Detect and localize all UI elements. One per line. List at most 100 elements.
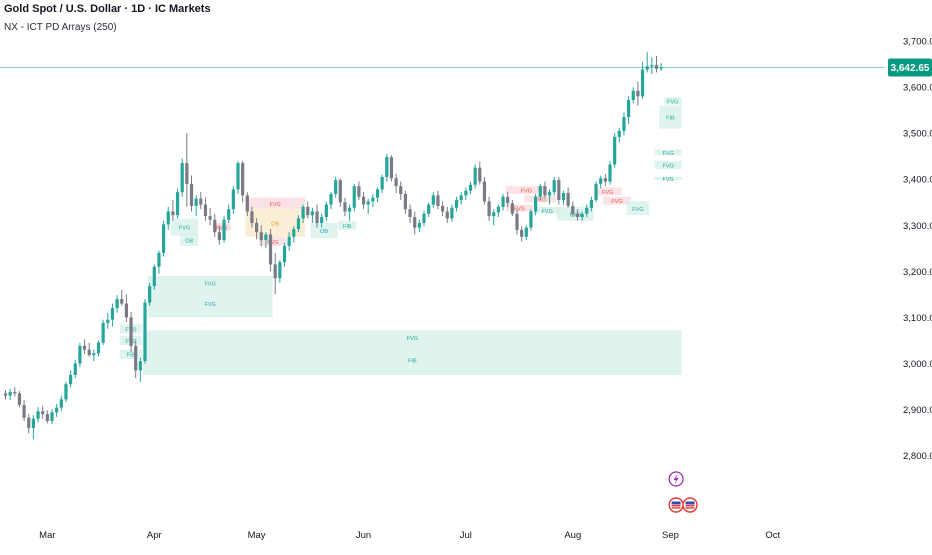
candle-body bbox=[417, 222, 421, 228]
candle-body bbox=[148, 286, 152, 303]
candle-body bbox=[213, 219, 217, 233]
zone-label: FIB bbox=[408, 358, 417, 364]
candle-body bbox=[561, 193, 566, 200]
zone-label: FIB bbox=[343, 224, 352, 230]
candle-body bbox=[613, 136, 617, 165]
candle-body bbox=[175, 192, 180, 216]
candle-body bbox=[36, 411, 40, 419]
price-tag bbox=[888, 58, 932, 77]
candle-body bbox=[599, 178, 603, 184]
candle-body bbox=[659, 67, 663, 69]
candle-body bbox=[389, 157, 394, 179]
candle-body bbox=[96, 342, 101, 354]
candles bbox=[3, 52, 663, 440]
zone-label: FVG bbox=[542, 209, 553, 215]
candle-body bbox=[371, 197, 375, 202]
candle-body bbox=[631, 90, 635, 101]
zone-label: FVG bbox=[204, 302, 215, 308]
y-tick-label: 3,000.00 bbox=[903, 359, 932, 370]
zone-label: FVG bbox=[602, 190, 613, 196]
y-tick-label: 3,500.00 bbox=[903, 129, 932, 140]
candle-body bbox=[78, 345, 82, 364]
candle-body bbox=[301, 206, 305, 219]
y-tick-label: 2,800.00 bbox=[903, 451, 932, 462]
candle-body bbox=[464, 190, 468, 196]
x-tick-label: Mar bbox=[39, 530, 55, 541]
zone-fvg_bull bbox=[654, 149, 682, 156]
candle-body bbox=[394, 178, 398, 187]
zone-fvg_bull bbox=[338, 220, 357, 230]
event-markers bbox=[668, 471, 698, 513]
candle-body bbox=[547, 192, 552, 196]
zone-label: FVG bbox=[667, 99, 678, 105]
flag-stripe bbox=[671, 505, 681, 507]
candle-body bbox=[459, 195, 463, 200]
candle-body bbox=[627, 100, 631, 118]
candle-body bbox=[64, 384, 68, 400]
candle-body bbox=[408, 209, 412, 218]
zone-fvg_bull bbox=[119, 349, 143, 359]
y-tick-label: 3,300.00 bbox=[903, 221, 932, 232]
indicator-label[interactable]: NX - ICT PD Arrays (250) bbox=[4, 22, 117, 33]
price-tag-label: 3,642.65 bbox=[891, 63, 930, 74]
candle-body bbox=[329, 193, 333, 205]
flag-stripe bbox=[685, 507, 695, 509]
candle-body bbox=[361, 196, 366, 205]
candle-body bbox=[413, 217, 417, 228]
candle-body bbox=[287, 236, 291, 247]
candle-body bbox=[222, 219, 226, 241]
candle-body bbox=[45, 414, 49, 422]
candle-body bbox=[357, 186, 361, 197]
candle-body bbox=[436, 195, 440, 206]
flag-canton bbox=[685, 501, 695, 505]
zone-fvg_bull bbox=[170, 218, 199, 236]
candle-body bbox=[138, 361, 142, 371]
candle-body bbox=[450, 207, 454, 219]
candle-body bbox=[380, 176, 384, 190]
zone-fvg_bull bbox=[143, 345, 682, 375]
candle-body bbox=[55, 407, 59, 413]
zone-fvg_bear bbox=[245, 197, 306, 210]
candle-body bbox=[529, 211, 533, 228]
lightning-glyph bbox=[673, 474, 679, 484]
candle-body bbox=[264, 234, 268, 241]
candle-body bbox=[268, 234, 273, 265]
candle-body bbox=[166, 211, 170, 225]
candle-body bbox=[292, 228, 296, 237]
zone-fvg_bull bbox=[659, 105, 682, 129]
candle-body bbox=[650, 65, 654, 67]
zone-label: FVG bbox=[662, 151, 673, 157]
candle-body bbox=[640, 69, 645, 97]
x-tick-label: May bbox=[248, 530, 266, 541]
candle-body bbox=[171, 211, 175, 216]
candle-body bbox=[203, 204, 208, 217]
candle-body bbox=[194, 198, 198, 206]
candle-body bbox=[217, 232, 221, 241]
candle-body bbox=[603, 178, 607, 182]
candle-body bbox=[296, 218, 301, 229]
candle-body bbox=[492, 212, 496, 217]
candle-body bbox=[403, 193, 407, 210]
y-tick-label: 3,200.00 bbox=[903, 267, 932, 278]
zone-label: OB bbox=[185, 238, 193, 244]
zone-label: FVG bbox=[632, 207, 643, 213]
candle-body bbox=[654, 65, 659, 69]
candle-body bbox=[622, 117, 626, 131]
zone-fvg_bull bbox=[654, 160, 682, 170]
candle-body bbox=[473, 167, 477, 185]
y-tick-label: 3,100.00 bbox=[903, 313, 932, 324]
zone-fvg_bear bbox=[594, 187, 622, 196]
chart-title: Gold Spot / U.S. Dollar · 1D · IC Market… bbox=[4, 3, 211, 15]
zone-fvg_bull bbox=[180, 233, 199, 247]
candle-body bbox=[306, 206, 310, 216]
zone-fvg_bull bbox=[654, 176, 682, 181]
zone-fvg_bull bbox=[556, 206, 594, 221]
candle-body bbox=[320, 217, 324, 223]
candle-body bbox=[520, 229, 524, 237]
candle-body bbox=[496, 206, 500, 213]
candle-body bbox=[8, 391, 12, 396]
candle-body bbox=[31, 418, 35, 428]
candle-body bbox=[399, 186, 403, 194]
